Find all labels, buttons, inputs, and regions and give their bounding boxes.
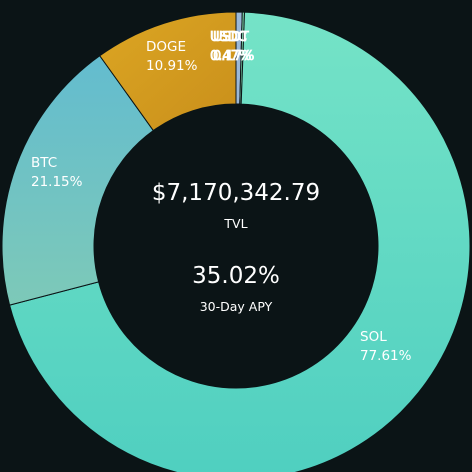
slice-label-sol: SOL — [360, 329, 387, 345]
slice-pct-usdc: 0.47% — [210, 49, 251, 64]
tvl-label: TVL — [223, 216, 247, 231]
slice-pct-usdt: 0.17% — [213, 49, 254, 64]
slice-btc[interactable] — [1, 55, 155, 306]
donut-slices — [1, 11, 471, 472]
slice-label-doge: DOGE — [146, 39, 186, 55]
slice-label-usdt: USDT — [213, 30, 249, 45]
slice-pct-doge: 10.91% — [146, 58, 198, 74]
slice-doge[interactable] — [99, 11, 237, 132]
apy-label: 30-Day APY — [200, 299, 273, 314]
slice-sol[interactable] — [8, 11, 471, 472]
slice-pct-sol: 77.61% — [360, 348, 412, 364]
slice-label-usdc: USDC — [210, 30, 247, 45]
apy-value: 35.02% — [192, 263, 280, 289]
tvl-value: $7,170,342.79 — [152, 180, 320, 206]
slice-labels: USDC 0.47% USDT 0.17% SOL 77.61% BTC 21.15% DOGE… — [31, 30, 412, 364]
slice-label-btc: BTC — [31, 155, 57, 171]
slice-pct-btc: 21.15% — [31, 174, 83, 190]
